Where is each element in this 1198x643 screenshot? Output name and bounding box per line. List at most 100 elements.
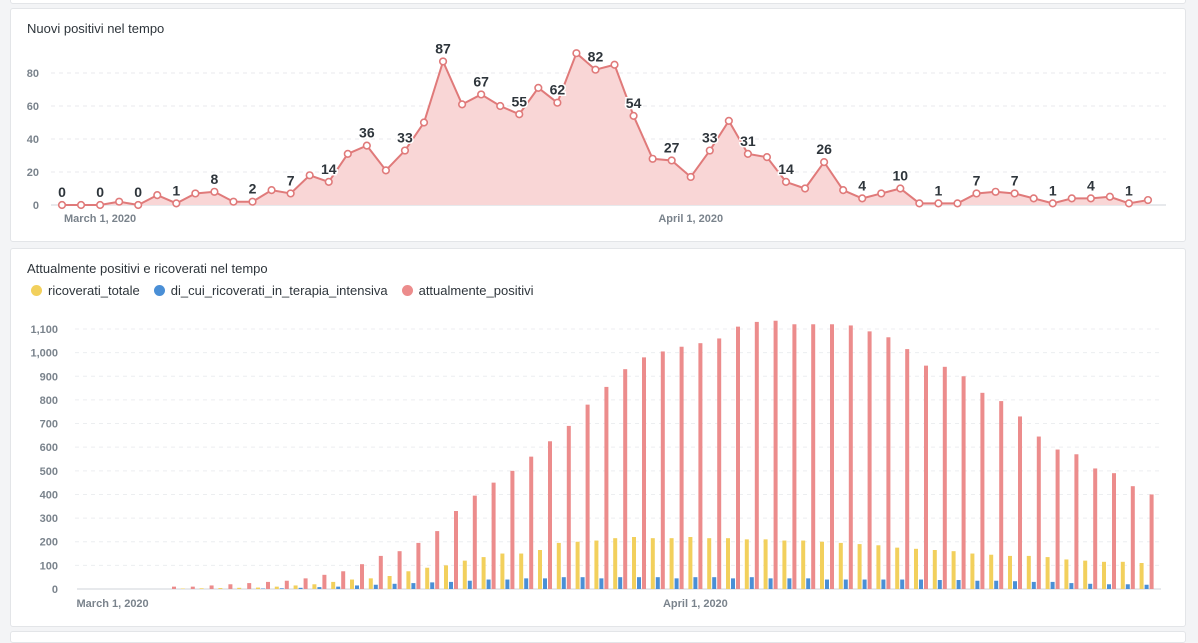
bar-attualmente-positivi [623,369,627,589]
bar-di-cui-ricoverati-in-terapia-intensiva [693,577,697,589]
data-point [764,154,771,161]
bar-di-cui-ricoverati-in-terapia-intensiva [411,583,415,589]
data-label: 14 [321,161,337,177]
data-point [859,195,866,202]
data-point [687,174,694,181]
data-point [192,190,199,197]
bar-attualmente-positivi [266,582,270,589]
legend-label: ricoverati_totale [48,283,140,298]
bar-attualmente-positivi [1056,450,1060,589]
y-tick-label: 400 [40,489,58,501]
bar-attualmente-positivi [1150,494,1154,589]
bar-attualmente-positivi [548,441,552,589]
bar-attualmente-positivi [811,324,815,589]
data-label: 1 [172,182,180,198]
bar-di-cui-ricoverati-in-terapia-intensiva [1107,584,1111,589]
data-point [440,58,447,65]
bar-attualmente-positivi [905,349,909,589]
bottom-card-edge [10,631,1186,643]
bar-attualmente-positivi [416,543,420,589]
x-tick-label: March 1, 2020 [64,213,136,225]
bar-di-cui-ricoverati-in-terapia-intensiva [825,580,829,589]
bar-attualmente-positivi [1112,473,1116,589]
data-point [878,190,885,197]
data-point [535,85,542,92]
bar-di-cui-ricoverati-in-terapia-intensiva [637,577,641,589]
data-label: 8 [211,171,219,187]
bar-attualmente-positivi [792,324,796,589]
bar-di-cui-ricoverati-in-terapia-intensiva [1145,585,1149,589]
bar-attualmente-positivi [191,587,195,589]
bar-ricoverati-totale [331,582,335,589]
bar-di-cui-ricoverati-in-terapia-intensiva [562,577,566,589]
bar-di-cui-ricoverati-in-terapia-intensiva [487,580,491,589]
bar-ricoverati-totale [350,580,354,589]
bar-attualmente-positivi [247,583,251,589]
bar-attualmente-positivi [886,337,890,589]
bar-attualmente-positivi [980,393,984,589]
y-tick-label: 1,000 [30,348,58,360]
bar-ricoverati-totale [726,538,730,589]
bar-di-cui-ricoverati-in-terapia-intensiva [731,578,735,589]
y-tick-label: 40 [27,134,39,146]
bar-ricoverati-totale [820,542,824,589]
data-label: 82 [588,49,604,65]
bar-di-cui-ricoverati-in-terapia-intensiva [449,582,453,589]
bar-ricoverati-totale [745,539,749,589]
bar-ricoverati-totale [651,538,655,589]
data-point [1088,195,1095,202]
bar-ricoverati-totale [1008,556,1012,589]
bar-ricoverati-totale [275,587,279,589]
y-tick-label: 0 [33,200,39,212]
data-point [268,187,275,194]
data-label: 54 [626,95,642,111]
bar-di-cui-ricoverati-in-terapia-intensiva [806,578,810,589]
data-point [954,200,961,207]
data-label: 67 [473,73,489,89]
legend-dot-icon [31,285,42,296]
bar-attualmente-positivi [868,331,872,589]
data-point [1049,200,1056,207]
bar-attualmente-positivi [172,587,176,589]
bar-ricoverati-totale [670,538,674,589]
bar-ricoverati-totale [463,561,467,589]
legend-item-attualmente-positivi[interactable]: attualmente_positivi [402,283,534,298]
bar-di-cui-ricoverati-in-terapia-intensiva [994,581,998,589]
data-label: 62 [550,82,566,98]
bar-ricoverati-totale [764,539,768,589]
bar-ricoverati-totale [632,537,636,589]
data-point [992,189,999,196]
bar-ricoverati-totale [519,554,523,589]
bar-di-cui-ricoverati-in-terapia-intensiva [543,578,547,589]
bar-attualmente-positivi [755,322,759,589]
legend-item-terapia-intensiva[interactable]: di_cui_ricoverati_in_terapia_intensiva [154,283,388,298]
bar-di-cui-ricoverati-in-terapia-intensiva [975,581,979,589]
data-label: 36 [359,125,375,141]
data-point [173,200,180,207]
bar-attualmente-positivi [228,584,232,589]
data-label: 1 [935,182,943,198]
bar-attualmente-positivi [1093,468,1097,589]
bar-di-cui-ricoverati-in-terapia-intensiva [844,580,848,589]
bar-di-cui-ricoverati-in-terapia-intensiva [1126,584,1130,589]
bar-attualmente-positivi [492,483,496,589]
data-point [154,192,161,199]
bar-attualmente-positivi [473,496,477,589]
data-label: 1 [1049,182,1057,198]
bar-ricoverati-totale [594,541,598,589]
data-label: 55 [511,93,527,109]
legend-label: attualmente_positivi [419,283,534,298]
bar-di-cui-ricoverati-in-terapia-intensiva [581,577,585,589]
bar-attualmente-positivi [1037,437,1041,589]
bar-attualmente-positivi [210,585,214,589]
data-label: 2 [249,181,257,197]
bar-di-cui-ricoverati-in-terapia-intensiva [675,578,679,589]
bar-ricoverati-totale [406,571,410,589]
data-point [840,187,847,194]
bar-ricoverati-totale [782,541,786,589]
data-label: 0 [134,184,142,200]
data-point [1145,197,1152,204]
y-tick-label: 1,100 [30,324,58,336]
legend-item-ricoverati-totale[interactable]: ricoverati_totale [31,283,140,298]
